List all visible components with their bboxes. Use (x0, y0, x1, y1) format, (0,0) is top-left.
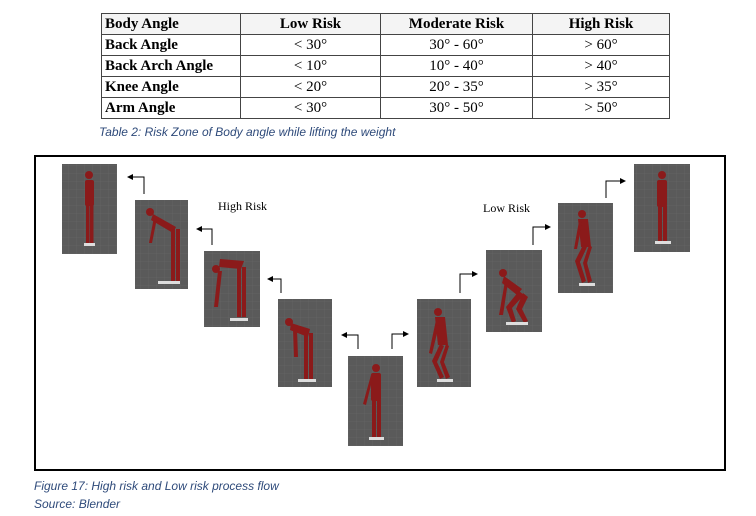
flow-arrow (391, 331, 409, 349)
flow-arrow (127, 174, 145, 194)
figure-source: Source: Blender (34, 497, 121, 511)
header-low-risk: Low Risk (240, 13, 381, 35)
low-risk-cell: < 20° (240, 76, 381, 98)
high-risk-cell: > 40° (532, 55, 670, 77)
low-risk-cell: < 30° (240, 34, 381, 56)
row-label: Knee Angle (101, 76, 241, 98)
flow-arrow (532, 224, 551, 245)
high-risk-cell: > 35° (532, 76, 670, 98)
pose-thumbnail-1 (62, 164, 117, 254)
moderate-risk-cell: 30° - 50° (380, 97, 533, 119)
risk-zone-table: Body Angle Low Risk Moderate Risk High R… (101, 13, 670, 119)
header-moderate-risk: Moderate Risk (380, 13, 533, 35)
flow-arrow (341, 332, 359, 349)
low-risk-cell: < 30° (240, 97, 381, 119)
high-risk-label: High Risk (218, 199, 268, 213)
pose-thumbnail-3 (204, 251, 260, 327)
row-label: Arm Angle (101, 97, 241, 119)
flow-arrow (267, 276, 282, 293)
process-flow-diagram (62, 164, 690, 446)
moderate-risk-cell: 30° - 60° (380, 34, 533, 56)
low-risk-label: Low Risk (483, 201, 531, 215)
low-risk-cell: < 10° (240, 55, 381, 77)
flow-arrow (196, 226, 213, 245)
row-label: Back Angle (101, 34, 241, 56)
pose-thumbnail-2 (135, 200, 188, 289)
pose-thumbnail-4 (278, 299, 332, 387)
table-row: Arm Angle < 30° 30° - 50° > 50° (101, 97, 670, 119)
table-row: Back Angle < 30° 30° - 60° > 60° (101, 34, 670, 56)
flow-arrow (605, 178, 626, 198)
table-row: Back Arch Angle < 10° 10° - 40° > 40° (101, 55, 670, 77)
high-risk-cell: > 50° (532, 97, 670, 119)
pose-thumbnail-8 (558, 203, 613, 293)
process-flow-figure: High Risk Low Risk (34, 155, 726, 471)
pose-thumbnail-5 (348, 356, 403, 446)
header-body-angle: Body Angle (101, 13, 241, 35)
header-high-risk: High Risk (532, 13, 670, 35)
pose-thumbnail-9 (634, 164, 690, 252)
table-header-row: Body Angle Low Risk Moderate Risk High R… (101, 13, 670, 35)
figure-caption: Figure 17: High risk and Low risk proces… (34, 479, 279, 493)
high-risk-cell: > 60° (532, 34, 670, 56)
table-caption: Table 2: Risk Zone of Body angle while l… (99, 125, 396, 139)
row-label: Back Arch Angle (101, 55, 241, 77)
flow-arrow (459, 271, 478, 293)
moderate-risk-cell: 20° - 35° (380, 76, 533, 98)
pose-thumbnail-6 (417, 299, 471, 387)
moderate-risk-cell: 10° - 40° (380, 55, 533, 77)
pose-thumbnail-7 (486, 250, 542, 332)
table-row: Knee Angle < 20° 20° - 35° > 35° (101, 76, 670, 98)
